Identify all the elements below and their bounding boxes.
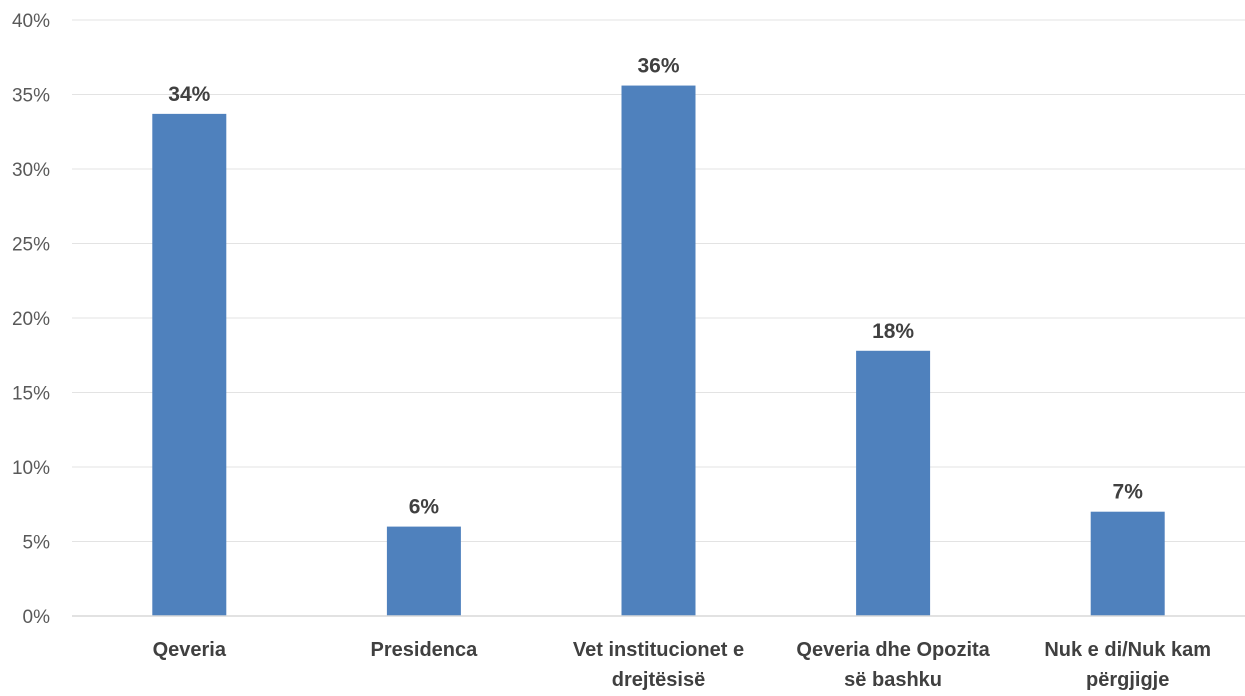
- bar: [1090, 511, 1165, 616]
- bar: [856, 350, 931, 616]
- x-category-label: Qeveria: [153, 639, 227, 661]
- bar: [621, 85, 696, 616]
- data-labels: 34% 6% 36% 18% 7%: [168, 55, 1143, 519]
- data-label: 36%: [637, 55, 679, 78]
- x-category-label: Presidenca: [371, 639, 479, 661]
- x-category-label: Nuk e di/Nuk kam përgjigje: [1044, 639, 1211, 691]
- data-label: 6%: [409, 496, 440, 519]
- y-tick-label: 10%: [12, 458, 50, 479]
- bars: [152, 85, 1165, 617]
- bar: [152, 113, 227, 617]
- bar: [386, 526, 461, 616]
- y-tick-label: 15%: [12, 384, 50, 405]
- y-tick-label: 20%: [12, 309, 50, 330]
- x-category-label: Qeveria dhe Opozita së bashku: [796, 639, 990, 691]
- y-tick-label: 25%: [12, 235, 50, 256]
- y-tick-label: 5%: [23, 533, 51, 554]
- x-category-label: Vet institucionet e drejtësisë: [573, 639, 744, 691]
- data-label: 7%: [1113, 481, 1144, 504]
- y-tick-label: 35%: [12, 86, 50, 107]
- y-tick-label: 30%: [12, 160, 50, 181]
- x-axis-categories: Qeveria Presidenca Vet institucionet e drej…: [153, 639, 1211, 691]
- data-label: 18%: [872, 320, 914, 343]
- data-label: 34%: [168, 83, 210, 106]
- y-tick-label: 0%: [23, 607, 51, 628]
- y-axis-ticks: 0% 5% 10% 15% 20% 25% 30% 35% 40%: [12, 11, 50, 628]
- y-tick-label: 40%: [12, 11, 50, 32]
